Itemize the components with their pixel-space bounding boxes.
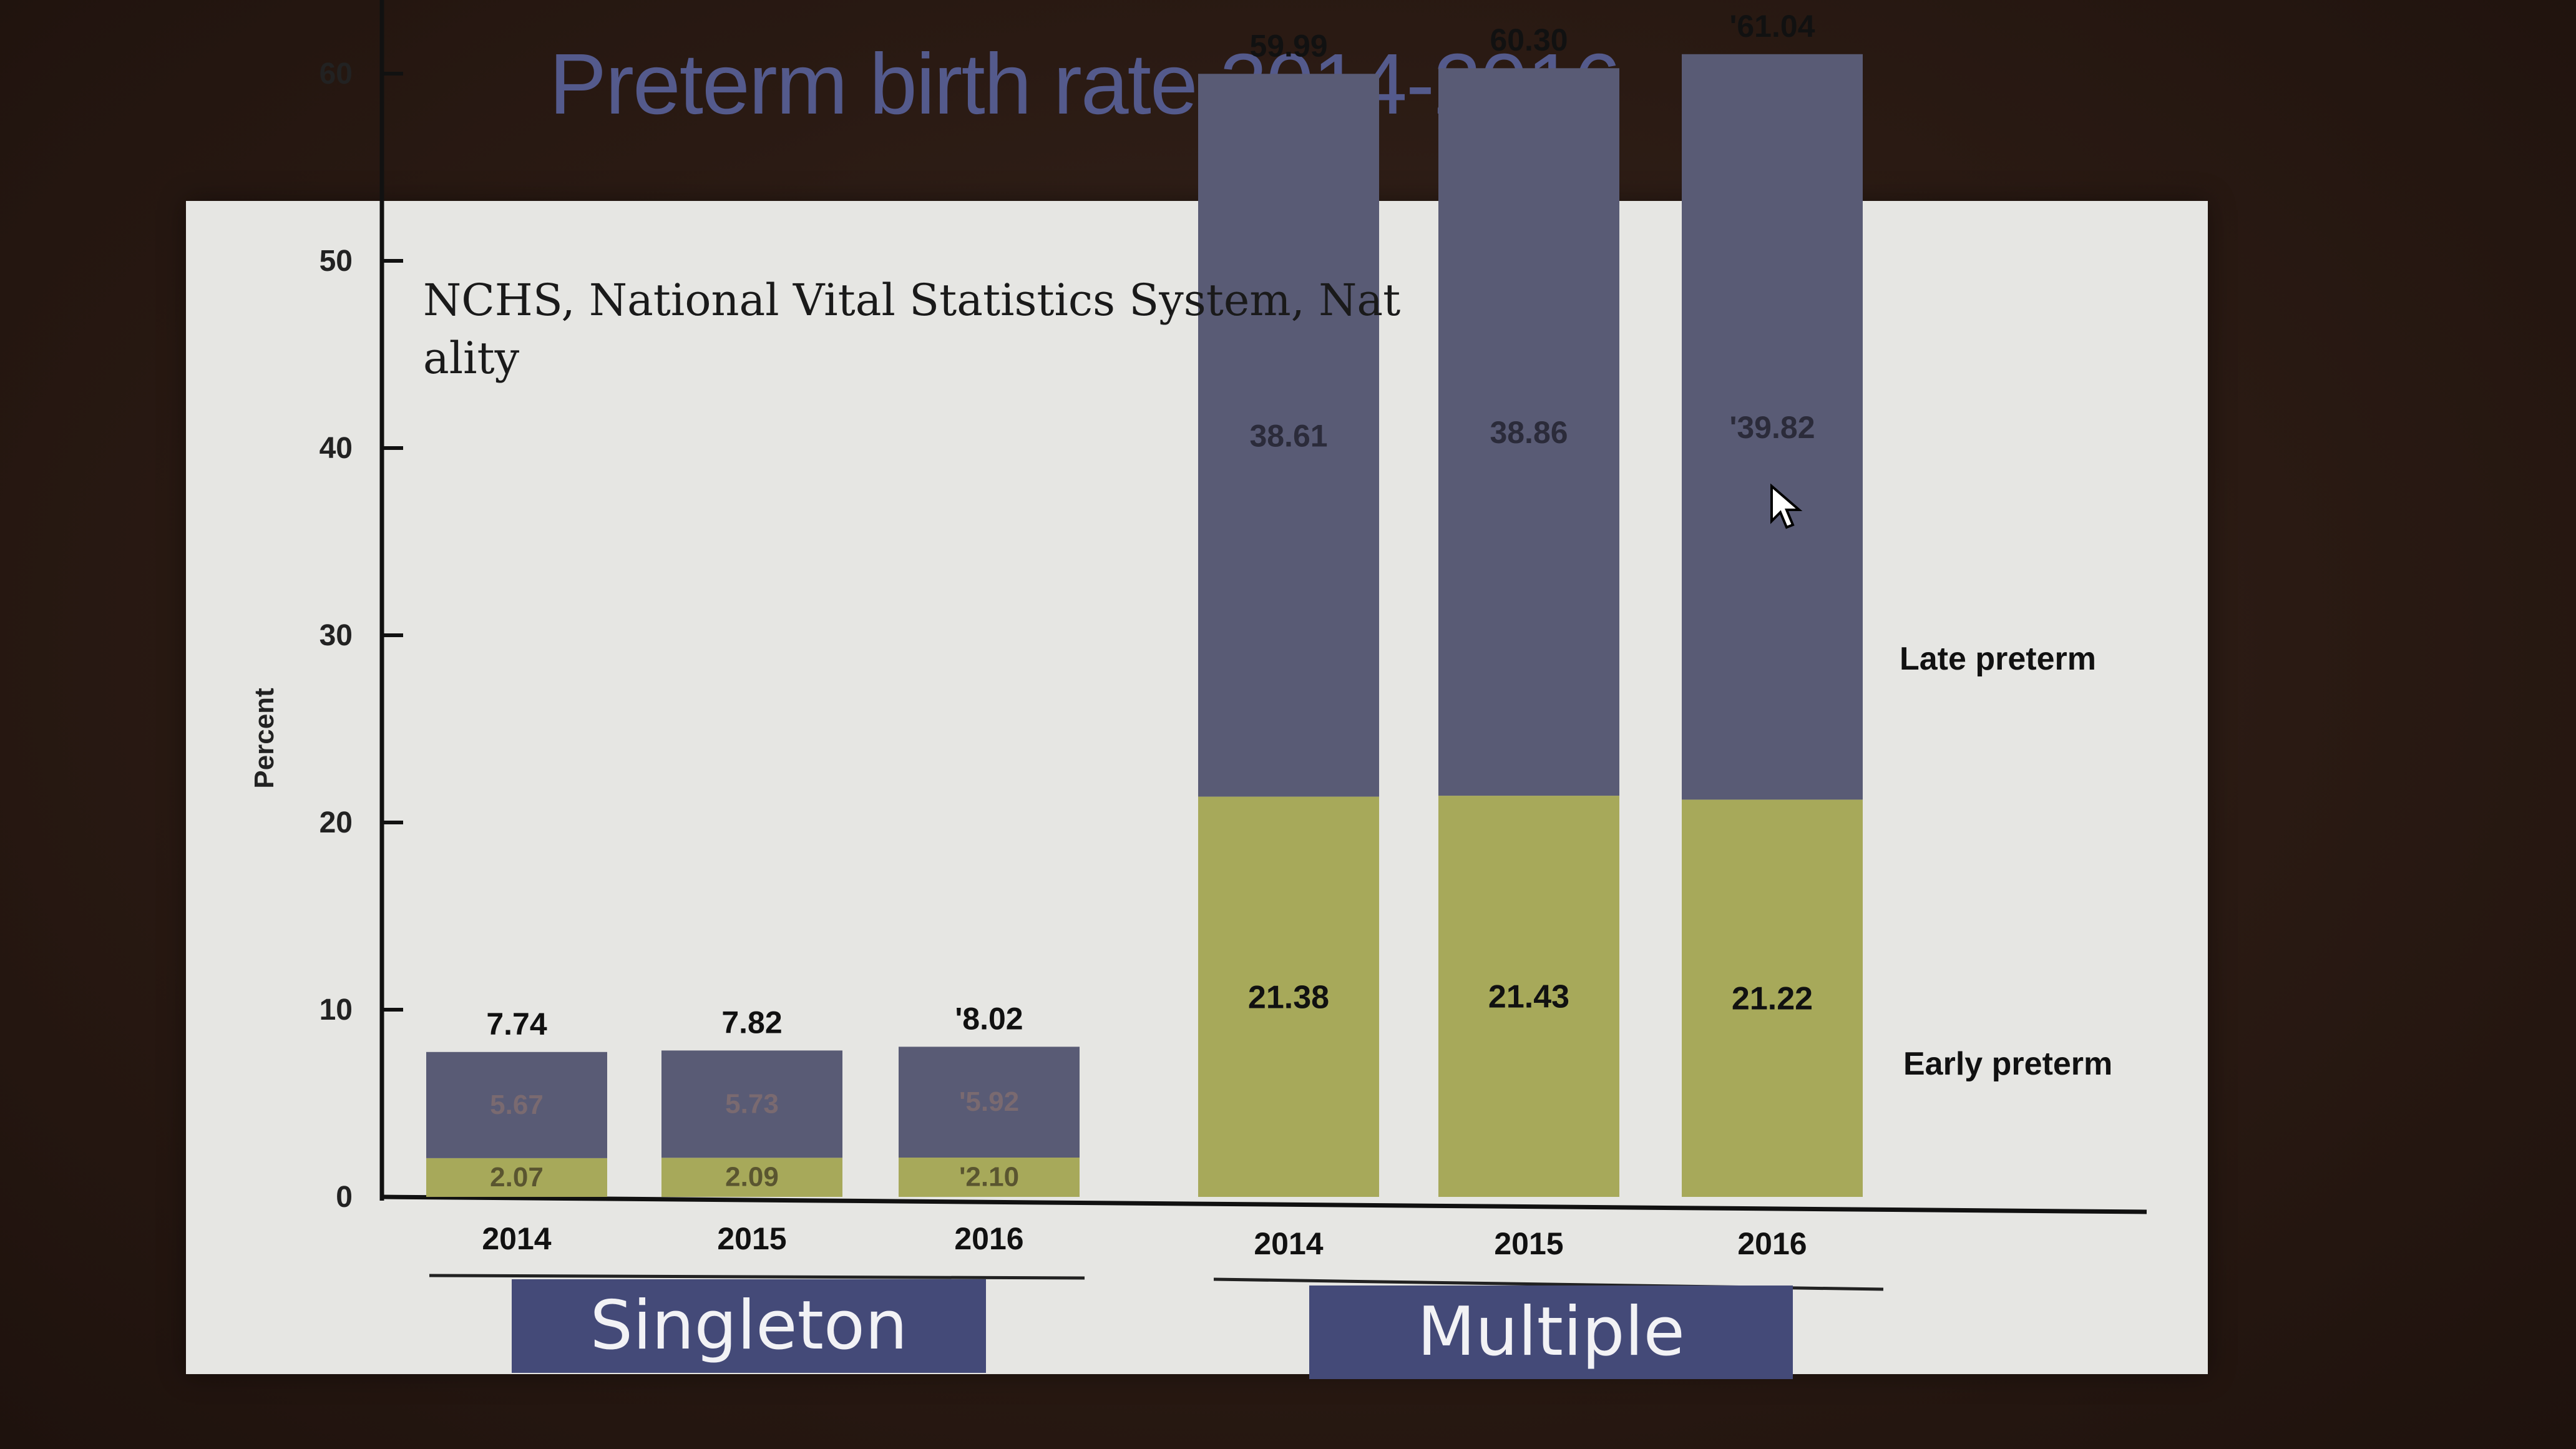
mouse-cursor-icon bbox=[1770, 484, 1803, 529]
data-label-total: 7.82 bbox=[721, 1005, 782, 1040]
data-label-early-preterm: 2.09 bbox=[725, 1162, 779, 1193]
legend-label-late-preterm: Late preterm bbox=[1900, 641, 2096, 677]
x-tick-label: 2015 bbox=[717, 1221, 786, 1256]
y-tick-label: 0 bbox=[336, 1181, 353, 1214]
x-tick-label: 2016 bbox=[954, 1221, 1023, 1256]
y-tick-label: 50 bbox=[320, 245, 353, 278]
data-label-early-preterm: 21.43 bbox=[1488, 979, 1569, 1015]
bar-segment-early-preterm bbox=[1438, 796, 1619, 1197]
y-tick-label: 40 bbox=[320, 432, 353, 465]
data-label-total: 59.99 bbox=[1249, 28, 1327, 63]
chart-labels: 2.07 5.67 7.74 2014 2.09 5.73 7.82 2015 '2.10 '5.… bbox=[482, 9, 2112, 1261]
x-tick-label: 2014 bbox=[1254, 1226, 1323, 1261]
bar-segment-late-preterm bbox=[1438, 68, 1619, 796]
bar-segment-late-preterm bbox=[661, 1050, 842, 1158]
y-tick-label: 30 bbox=[320, 619, 353, 652]
y-axis-label: Percent bbox=[249, 688, 280, 789]
data-label-late-preterm: 5.67 bbox=[490, 1090, 544, 1120]
bar-segment-late-preterm bbox=[1682, 54, 1863, 800]
group-label-multiple: Multiple bbox=[1309, 1286, 1793, 1379]
bar-segment-early-preterm bbox=[1682, 799, 1863, 1197]
bar-segment-late-preterm bbox=[899, 1046, 1080, 1158]
x-tick-label: 2015 bbox=[1494, 1226, 1563, 1261]
data-label-early-preterm: 21.38 bbox=[1248, 979, 1329, 1015]
x-tick-label: 2016 bbox=[1737, 1226, 1807, 1261]
data-label-total: '61.04 bbox=[1729, 9, 1815, 44]
data-label-early-preterm: 2.07 bbox=[490, 1162, 544, 1193]
chart-bars bbox=[426, 54, 1863, 1197]
y-tick-label: 10 bbox=[320, 993, 353, 1027]
data-label-total: 60.30 bbox=[1490, 22, 1568, 57]
group-bracket-singleton bbox=[429, 1274, 1085, 1280]
data-label-early-preterm: '2.10 bbox=[959, 1162, 1019, 1193]
bar-segment-early-preterm bbox=[661, 1158, 842, 1197]
source-note-line2: ality bbox=[423, 333, 520, 384]
x-axis-line bbox=[381, 1194, 2147, 1214]
bar-segment-late-preterm bbox=[1198, 74, 1379, 797]
bar-segment-late-preterm bbox=[426, 1051, 607, 1158]
bar-segment-early-preterm bbox=[426, 1158, 607, 1197]
data-label-late-preterm: 5.73 bbox=[725, 1088, 779, 1119]
data-label-late-preterm: '5.92 bbox=[959, 1086, 1019, 1117]
source-note-line1: NCHS, National Vital Statistics System, … bbox=[423, 275, 1400, 326]
data-label-late-preterm: 38.86 bbox=[1490, 415, 1568, 450]
x-tick-label: 2014 bbox=[482, 1221, 551, 1256]
data-label-total: '8.02 bbox=[955, 1001, 1023, 1036]
data-label-late-preterm: 38.61 bbox=[1249, 418, 1327, 453]
y-tick-label: 20 bbox=[320, 806, 353, 839]
bar-segment-early-preterm bbox=[899, 1158, 1080, 1197]
data-label-total: 7.74 bbox=[486, 1007, 547, 1042]
legend-label-early-preterm: Early preterm bbox=[1903, 1046, 2112, 1082]
group-label-singleton: Singleton bbox=[512, 1279, 986, 1373]
data-label-late-preterm: '39.82 bbox=[1729, 410, 1815, 445]
bar-segment-early-preterm bbox=[1198, 796, 1379, 1197]
data-label-early-preterm: 21.22 bbox=[1732, 981, 1813, 1017]
y-tick-label: 60 bbox=[320, 57, 353, 90]
